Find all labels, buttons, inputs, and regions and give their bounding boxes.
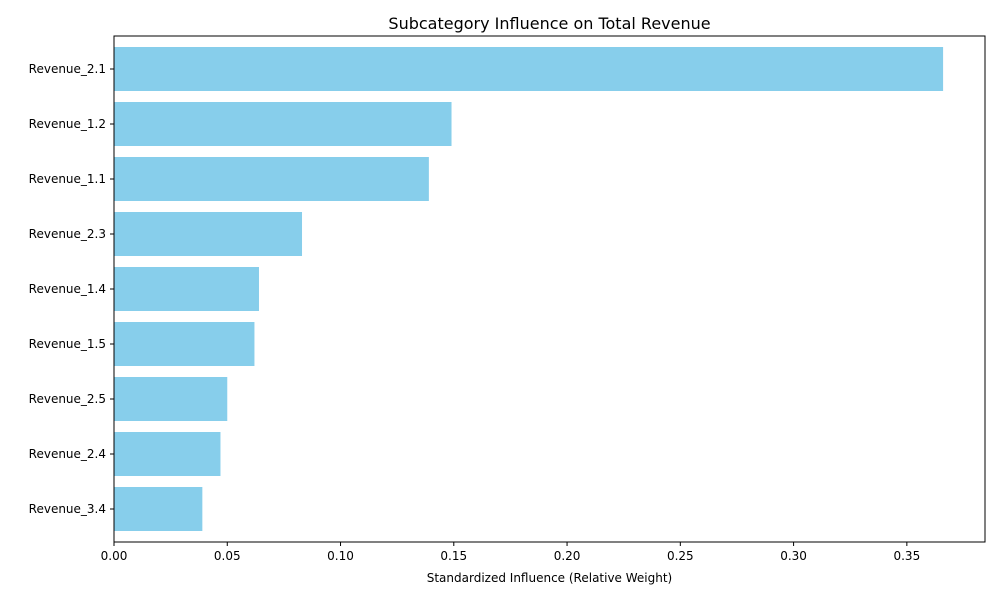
bar-revenue-1-2 bbox=[114, 102, 452, 146]
bar-revenue-1-5 bbox=[114, 322, 255, 366]
x-tick-label: 0.00 bbox=[101, 549, 128, 563]
y-tick-label: Revenue_2.5 bbox=[29, 392, 106, 406]
x-tick-label: 0.15 bbox=[440, 549, 467, 563]
bar-revenue-2-3 bbox=[114, 212, 303, 256]
bars-layer bbox=[114, 47, 944, 531]
x-tick-label: 0.20 bbox=[554, 549, 581, 563]
y-tick-label: Revenue_2.1 bbox=[29, 62, 106, 76]
bar-revenue-2-4 bbox=[114, 432, 221, 476]
bar-revenue-2-5 bbox=[114, 377, 228, 421]
x-tick-label: 0.05 bbox=[214, 549, 241, 563]
x-tick-label: 0.10 bbox=[327, 549, 354, 563]
y-tick-label: Revenue_1.1 bbox=[29, 172, 106, 186]
bar-revenue-2-1 bbox=[114, 47, 944, 91]
bar-revenue-1-1 bbox=[114, 157, 429, 201]
y-tick-label: Revenue_1.4 bbox=[29, 282, 106, 296]
bar-revenue-1-4 bbox=[114, 267, 259, 311]
y-tick-label: Revenue_3.4 bbox=[29, 502, 106, 516]
bar-revenue-3-4 bbox=[114, 487, 203, 531]
x-tick-label: 0.30 bbox=[780, 549, 807, 563]
y-tick-label: Revenue_1.5 bbox=[29, 337, 106, 351]
y-axis-ticks: Revenue_2.1 Revenue_1.2 Revenue_1.1 Revenue… bbox=[29, 62, 114, 516]
y-tick-label: Revenue_2.3 bbox=[29, 227, 106, 241]
x-tick-label: 0.25 bbox=[667, 549, 694, 563]
chart-title: Subcategory Influence on Total Revenue bbox=[388, 14, 710, 33]
y-tick-label: Revenue_1.2 bbox=[29, 117, 106, 131]
x-axis-ticks: 0.00 0.05 0.10 0.15 0.20 0.25 0.30 0.35 bbox=[101, 542, 920, 563]
x-tick-label: 0.35 bbox=[893, 549, 920, 563]
y-tick-label: Revenue_2.4 bbox=[29, 447, 106, 461]
x-axis-label: Standardized Influence (Relative Weight) bbox=[427, 571, 673, 585]
